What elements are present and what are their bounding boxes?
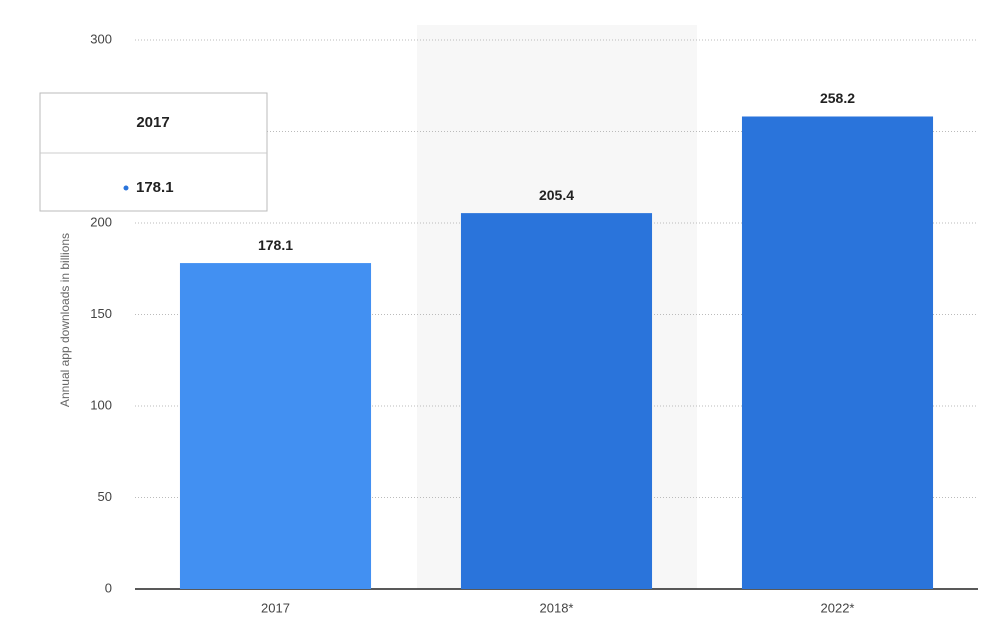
value-label: 258.2 [820, 90, 855, 106]
y-tick-label: 200 [90, 214, 112, 229]
tooltip-box [39, 92, 268, 212]
value-label: 205.4 [539, 187, 574, 203]
tooltip: 2017 178.1 [39, 92, 268, 212]
x-tick-label: 2018* [540, 600, 574, 615]
bar [179, 263, 372, 589]
bar [741, 116, 934, 589]
y-tick-label: 50 [98, 489, 112, 504]
y-tick-label: 0 [105, 580, 112, 595]
tooltip-title: 2017 [136, 114, 169, 131]
tooltip-dot [123, 185, 129, 191]
bar [460, 213, 653, 590]
x-tick-label: 2022* [821, 600, 855, 615]
y-tick-label: 300 [90, 31, 112, 46]
value-label: 178.1 [258, 237, 293, 253]
y-tick-label: 100 [90, 397, 112, 412]
plot: 050100150200250300178.12017205.42018*258… [90, 31, 978, 615]
x-tick-label: 2017 [261, 600, 290, 615]
y-tick-label: 150 [90, 306, 112, 321]
y-axis-label: Annual app downloads in billions [58, 233, 72, 407]
tooltip-value: 178.1 [136, 179, 174, 196]
